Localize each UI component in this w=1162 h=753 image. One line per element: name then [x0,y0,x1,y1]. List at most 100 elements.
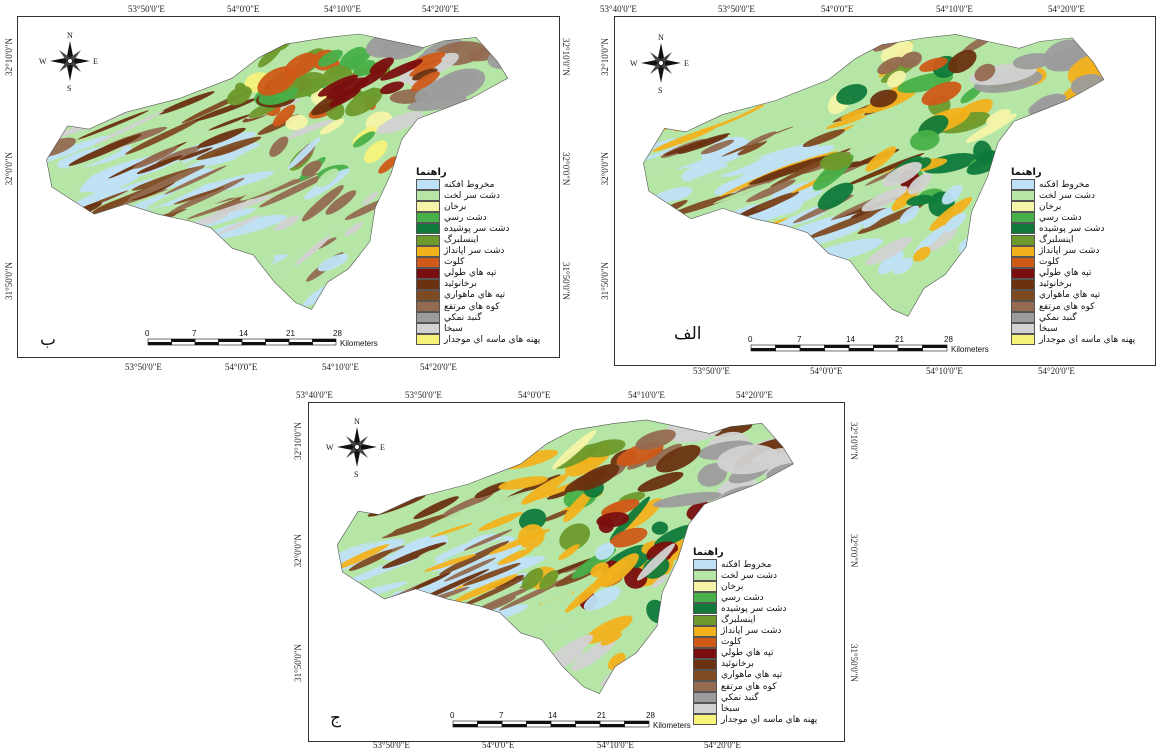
legend-swatch [416,212,440,224]
bottom-coord-label: 53°50'0"E [125,362,162,372]
compass-s-label: S [658,86,662,95]
compass-e-label: E [93,57,98,66]
bottom-coord-label: 54°10'0"E [322,362,359,372]
legend-item: تپه هاي ماهواري [416,289,540,301]
scale-tick-label: 28 [333,329,342,338]
legend-swatch [693,647,717,659]
legend-swatch [693,592,717,604]
compass-w-label: W [326,443,334,452]
legend-item: کلوت [1011,256,1135,268]
compass-n-label: N [67,31,73,40]
map-panel-c: 53°40'0"E 53°50'0"E 54°0'0"E 54°10'0"E 5… [290,386,870,753]
legend-item: تپه هاي طولي [1011,267,1135,279]
scale-unit-label: Kilometers [653,721,691,730]
legend-label: برخانوئيد [444,279,477,290]
legend-swatch [416,312,440,324]
legend-item: دشت رسي [1011,212,1135,224]
scale-unit-label: Kilometers [340,339,378,348]
legend-label: تپه هاي ماهواري [1039,290,1101,301]
map-panel-a: 53°40'0"E 53°50'0"E 54°0'0"E 54°10'0"E 5… [596,0,1162,378]
top-coord-label: 54°10'0"E [936,4,973,14]
lat-coord-label: 31°50'0"N [293,644,303,682]
top-coord-label: 54°0'0"E [821,4,854,14]
north-arrow-icon: N S E W [326,417,385,479]
bottom-coord-label: 54°20'0"E [1038,366,1075,376]
north-arrow-icon: N S E W [630,33,689,95]
legend-item: سبخا [416,323,540,335]
legend-item: دشت سر اپانداژ [416,245,540,257]
legend-item: تپه هاي ماهواري [1011,289,1135,301]
legend-swatch [1011,179,1035,191]
legend-swatch [416,267,440,279]
legend-swatch [693,570,717,582]
legend-swatch [416,256,440,268]
legend-swatch [1011,223,1035,235]
legend-label: گنبد نمکي [1039,312,1077,323]
scale-tick-label: 7 [797,335,802,344]
scale-tick-label: 0 [748,335,753,344]
legend-label: تپه هاي ماهواري [721,670,783,681]
map-legend: راهنما مخروط افکنه دشت سر لخت برخان دشت رسي د… [1011,167,1135,346]
legend-swatch [693,658,717,670]
legend-item: اينسلبرگ [416,234,540,246]
legend-item: کوه هاي مرتفع [1011,301,1135,313]
top-coord-label: 53°50'0"E [718,4,755,14]
top-coord-label: 54°20'0"E [422,4,459,14]
legend-item: دشت رسي [416,212,540,224]
legend-label: دشت رسي [1039,212,1082,223]
lat-coord-label: 32°0'0"N [849,534,859,568]
map-panel-b: 53°50'0"E 54°0'0"E 54°10'0"E 54°20'0"E 3… [0,0,580,378]
legend-label: اينسلبرگ [721,615,756,626]
top-coord-label: 54°0'0"E [227,4,260,14]
compass-w-label: W [39,57,47,66]
legend-label: برخان [444,201,467,212]
legend-swatch [1011,278,1035,290]
scale-tick-label: 14 [846,335,855,344]
scale-tick-label: 14 [239,329,248,338]
legend-swatch [693,614,717,626]
legend-title: راهنما [693,547,724,558]
compass-s-label: S [67,84,71,93]
legend-swatch [693,669,717,681]
bottom-coord-label: 54°10'0"E [926,366,963,376]
top-coord-label: 54°10'0"E [628,390,665,400]
legend-label: سبخا [721,703,740,714]
legend-item: دشت سر اپانداژ [693,625,817,637]
legend-swatch [693,703,717,715]
legend-label: سبخا [1039,323,1058,334]
legend-label: پهنه هاي ماسه اي موجدار [444,334,541,345]
top-coord-label: 54°0'0"E [518,390,551,400]
map-legend: راهنما مخروط افکنه دشت سر لخت برخان دشت رسي د… [416,167,541,346]
legend-item: دشت سر لخت [693,570,817,582]
legend-label: مخروط افکنه [1039,179,1090,190]
legend-label: برخانوئيد [721,659,754,670]
legend-item: پهنه هاي ماسه اي موجدار [416,334,541,346]
legend-item: گنبد نمکي [693,692,817,704]
bottom-coord-label: 54°0'0"E [810,366,843,376]
legend-item: دشت رسي [693,592,817,604]
legend-label: کلوت [1039,257,1060,268]
legend-label: دشت سر اپانداژ [721,626,782,637]
legend-item: گنبد نمکي [416,312,540,324]
scale-tick-label: 14 [548,711,557,720]
lat-coord-label: 31°50'0"N [849,644,859,682]
legend-swatch [1011,201,1035,213]
legend-item: دشت سر اپانداژ [1011,245,1135,257]
legend-label: اينسلبرگ [1039,235,1074,246]
map-frame: N S E W 0 7 14 21 28 Kilometers راهنما مخروط افکنه… [17,16,560,358]
top-coord-label: 53°50'0"E [405,390,442,400]
legend-label: تپه هاي طولي [721,648,774,659]
compass-w-label: W [630,59,638,68]
bottom-coord-label: 53°50'0"E [693,366,730,376]
legend-swatch [1011,334,1035,346]
legend-label: مخروط افکنه [444,179,495,190]
scale-tick-label: 28 [646,711,655,720]
legend-label: دشت رسي [444,212,487,223]
scale-tick-label: 21 [597,711,606,720]
compass-e-label: E [380,443,385,452]
lat-coord-label: 32°10'0"N [849,422,859,460]
legend-swatch [1011,256,1035,268]
